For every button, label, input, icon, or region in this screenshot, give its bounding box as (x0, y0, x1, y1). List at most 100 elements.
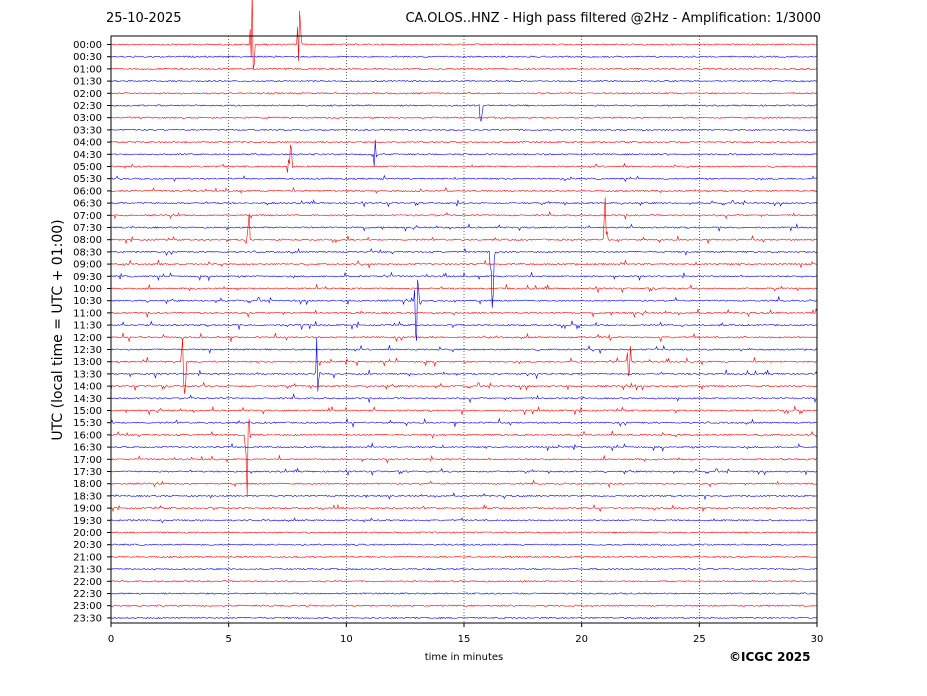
trace-0130 (110, 79, 817, 83)
y-tick-label: 03:30 (73, 125, 102, 136)
plot-title: CA.OLOS..HNZ - High pass filtered @2Hz -… (405, 11, 821, 26)
y-tick-label: 04:30 (73, 150, 102, 161)
trace-1430 (110, 393, 818, 404)
y-tick-label: 23:30 (73, 613, 102, 624)
x-tick-label: 10 (340, 634, 353, 645)
trace-1230 (110, 344, 818, 354)
y-tick-label: 01:00 (73, 64, 102, 75)
y-tick-label: 08:30 (73, 247, 102, 258)
trace-0900 (110, 259, 818, 269)
trace-1300 (110, 338, 818, 394)
trace-0400 (110, 140, 818, 144)
trace-0030 (110, 55, 818, 58)
trace-1030 (110, 279, 818, 341)
trace-0430 (110, 139, 818, 167)
y-tick-label: 13:00 (73, 357, 102, 368)
trace-2100 (110, 555, 818, 559)
trace-1700 (110, 454, 818, 464)
trace-0630 (110, 199, 818, 208)
y-tick-label: 07:30 (73, 223, 102, 234)
x-tick-label: 5 (225, 634, 231, 645)
trace-1800 (111, 479, 818, 489)
y-tick-label: 14:00 (73, 382, 102, 393)
trace-1530 (110, 417, 818, 428)
trace-1900 (111, 503, 818, 513)
y-tick-label: 09:00 (73, 260, 102, 271)
y-tick-label: 10:00 (73, 284, 102, 295)
copyright-label: ©ICGC 2025 (729, 650, 811, 664)
grid-layer (228, 36, 700, 623)
y-tick-label: 13:30 (73, 369, 102, 380)
y-tick-label: 16:30 (73, 443, 102, 454)
y-tick-label: 06:00 (73, 186, 102, 197)
y-tick-label: 00:30 (73, 52, 102, 63)
y-tick-label: 14:30 (73, 394, 102, 405)
y-tick-label: 10:30 (73, 296, 102, 307)
y-tick-label: 18:30 (73, 491, 102, 502)
trace-1000 (110, 284, 818, 293)
y-tick-label: 06:30 (73, 199, 102, 210)
trace-0300 (111, 116, 818, 119)
trace-0100 (110, 67, 818, 71)
x-tick-label: 20 (575, 634, 588, 645)
y-tick-label: 19:00 (73, 504, 102, 515)
trace-2030 (110, 543, 818, 546)
trace-0530 (110, 174, 818, 183)
y-tick-label: 17:30 (73, 467, 102, 478)
trace-1400 (110, 381, 818, 391)
y-tick-label: 20:30 (73, 540, 102, 551)
y-tick-label: 05:30 (73, 174, 102, 185)
x-axis-label: time in minutes (425, 652, 504, 663)
trace-1200 (110, 332, 818, 342)
plot-frame (110, 35, 818, 624)
trace-layer (110, 0, 818, 620)
trace-1830 (110, 492, 818, 501)
y-tick-label: 21:00 (73, 552, 102, 563)
y-tick-label: 22:00 (73, 577, 102, 588)
y-tick-label: 18:00 (73, 479, 102, 490)
trace-0800 (110, 197, 818, 245)
trace-2330 (110, 616, 818, 620)
y-tick-label: 22:30 (73, 589, 102, 600)
trace-1130 (111, 320, 818, 330)
y-tick-label: 19:30 (73, 516, 102, 527)
y-tick-label: 07:00 (73, 211, 102, 222)
y-tick-label: 17:00 (73, 455, 102, 466)
trace-2230 (110, 592, 818, 595)
y-tick-label: 20:00 (73, 528, 102, 539)
trace-0700 (110, 210, 818, 221)
trace-1930 (110, 517, 818, 524)
trace-0200 (110, 92, 817, 95)
y-tick-label: 23:00 (73, 601, 102, 612)
y-tick-label: 09:30 (73, 272, 102, 283)
x-tick-label: 25 (693, 634, 706, 645)
trace-2300 (110, 604, 818, 607)
trace-1100 (110, 308, 818, 319)
trace-0230 (110, 104, 817, 123)
x-tick-label: 0 (108, 634, 114, 645)
x-tick-label: 15 (458, 634, 471, 645)
y-tick-label: 15:30 (73, 418, 102, 429)
y-tick-label: 21:30 (73, 565, 102, 576)
trace-2200 (110, 580, 818, 583)
y-tick-label: 11:30 (73, 321, 102, 332)
y-tick-label: 01:30 (73, 77, 102, 88)
y-tick-label: 11:00 (73, 308, 102, 319)
trace-0330 (110, 128, 818, 132)
x-tick-label: 30 (811, 634, 824, 645)
trace-0500 (111, 144, 817, 173)
trace-0730 (110, 223, 818, 232)
y-tick-label: 16:00 (73, 430, 102, 441)
trace-0000 (111, 0, 818, 70)
trace-2130 (110, 567, 818, 571)
trace-0830 (110, 247, 818, 309)
trace-1630 (110, 442, 818, 452)
y-tick-label: 02:00 (73, 89, 102, 100)
y-tick-label: 04:00 (73, 138, 102, 149)
y-tick-label: 12:30 (73, 345, 102, 356)
y-tick-label: 05:00 (73, 162, 102, 173)
trace-1730 (110, 467, 818, 477)
trace-1600 (110, 419, 818, 496)
